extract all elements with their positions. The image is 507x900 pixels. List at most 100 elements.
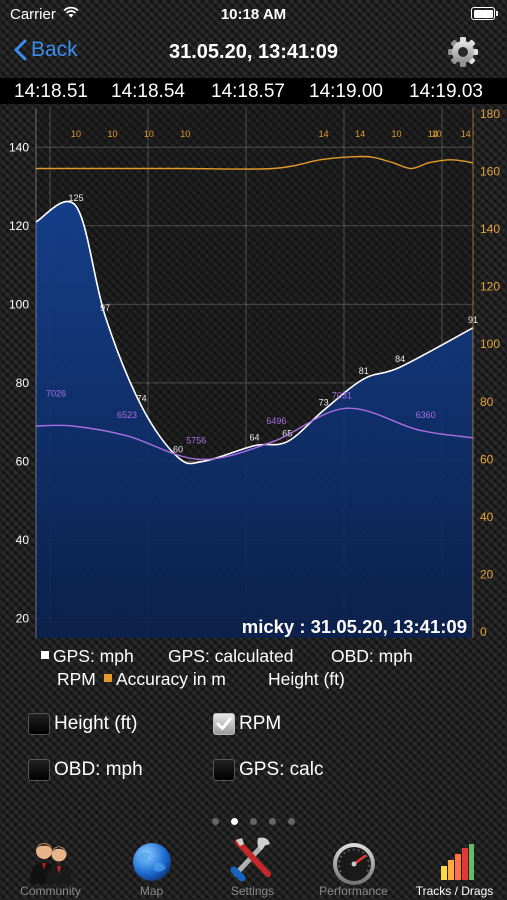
tab-settings[interactable]: Settings — [202, 832, 303, 900]
data-label: 5756 — [186, 436, 206, 446]
legend-entry-rpm: RPM — [57, 669, 96, 689]
rpm-toggle-label: RPM — [239, 713, 282, 734]
data-label: 6523 — [117, 410, 137, 420]
data-label: 64 — [249, 433, 259, 443]
legend-swatch — [104, 674, 112, 683]
right-axis-tick-label: 40 — [480, 510, 494, 524]
legend-entry-gps-calculated: GPS: calculated — [168, 646, 294, 666]
series-line-0 — [35, 200, 474, 465]
left-axis-tick-label: 40 — [16, 533, 30, 547]
left-axis-tick-label: 120 — [9, 219, 29, 233]
time-label: 14:18.51 — [14, 81, 88, 102]
gps-calc-toggle-label: GPS: calc — [239, 759, 324, 780]
right-axis-tick-label: 140 — [480, 222, 500, 236]
tab-tracks-drags[interactable]: Tracks / Drags — [404, 832, 505, 900]
tab-map[interactable]: Map — [101, 832, 202, 900]
gps-calc-checkbox[interactable] — [213, 759, 235, 781]
tab-label: Performance — [319, 884, 388, 898]
data-label: 14 — [319, 129, 329, 139]
data-label: 14 — [355, 129, 365, 139]
page-dot[interactable] — [212, 818, 219, 825]
data-label: 6360 — [416, 410, 436, 420]
tab-label: Map — [139, 884, 164, 898]
legend-entry-accuracy: Accuracy in m — [104, 669, 226, 690]
battery-icon — [471, 7, 498, 20]
tab-performance[interactable]: Performance — [303, 832, 404, 900]
status-time: 10:18 AM — [220, 6, 287, 23]
right-axis-tick-label: 120 — [480, 280, 500, 294]
data-label: 10 — [71, 129, 81, 139]
carrier-label: Carrier — [10, 6, 56, 23]
left-axis-tick-label: 60 — [16, 454, 30, 468]
series-area-gps-mph — [36, 201, 473, 639]
right-axis-tick-label: 180 — [480, 107, 500, 121]
page-dot[interactable] — [231, 818, 238, 825]
right-axis-tick-label: 20 — [480, 568, 494, 582]
data-label: 7026 — [46, 389, 66, 399]
series-line-1 — [35, 407, 474, 461]
data-label: 10 — [107, 129, 117, 139]
page-dot[interactable] — [269, 818, 276, 825]
data-label: 7031 — [332, 391, 352, 401]
back-button[interactable]: Back — [14, 38, 78, 62]
community-icon — [29, 843, 72, 884]
data-label: 10 — [432, 129, 442, 139]
legend-label: Accuracy in m — [116, 669, 226, 689]
right-axis-tick-label: 160 — [480, 164, 500, 178]
data-label: 10 — [392, 129, 402, 139]
wifi-icon — [63, 6, 79, 18]
gps-calc-toggle[interactable]: GPS: calc — [213, 759, 323, 781]
time-header: 14:18.51 14:18.54 14:18.57 14:19.00 14:1… — [0, 78, 507, 104]
rpm-checkbox[interactable] — [213, 713, 235, 735]
data-label: 73 — [319, 397, 329, 407]
status-bar: Carrier 10:18 AM — [0, 0, 507, 30]
gear-icon[interactable] — [447, 36, 479, 68]
data-label: 60 — [173, 444, 183, 454]
tab-label: Community — [20, 884, 81, 898]
data-label: 65 — [282, 429, 292, 439]
legend-label: GPS: mph — [53, 646, 134, 666]
series-line-2 — [36, 155, 474, 170]
legend-swatch — [41, 651, 49, 660]
right-axis-tick-label: 0 — [480, 625, 487, 639]
left-axis-tick-label: 100 — [9, 297, 29, 311]
obd-toggle[interactable]: OBD: mph — [28, 759, 143, 781]
right-axis-tick-label: 60 — [480, 452, 494, 466]
right-axis-tick-label: 80 — [480, 395, 494, 409]
speedometer-icon — [332, 843, 375, 885]
rpm-toggle[interactable]: RPM — [213, 713, 281, 735]
tab-label: Settings — [230, 884, 275, 898]
left-axis-tick-label: 140 — [9, 140, 29, 154]
tab-community[interactable]: Community — [0, 832, 101, 900]
navigation-bar: Back 31.05.20, 13:41:09 — [0, 30, 507, 76]
height-toggle-label: Height (ft) — [54, 713, 138, 734]
time-label: 14:18.54 — [111, 81, 185, 102]
data-label: 97 — [100, 303, 110, 313]
page-control[interactable] — [0, 812, 507, 830]
back-button-label: Back — [31, 38, 78, 61]
chart-watermark: micky : 31.05.20, 13:41:09 — [242, 616, 467, 637]
legend-entry-gps-mph: GPS: mph — [41, 646, 134, 667]
data-label: 10 — [180, 129, 190, 139]
data-label: 125 — [69, 193, 84, 203]
height-checkbox[interactable] — [28, 713, 50, 735]
data-label: 14 — [428, 129, 438, 139]
data-label: 84 — [395, 354, 405, 364]
chevron-left-icon — [14, 39, 27, 61]
page-title: 31.05.20, 13:41:09 — [168, 41, 339, 63]
time-label: 14:19.03 — [409, 81, 483, 102]
globe-icon — [132, 843, 171, 881]
tools-icon — [230, 837, 271, 882]
data-label: 81 — [359, 366, 369, 376]
tab-label: Tracks / Drags — [415, 884, 494, 898]
data-label: 74 — [137, 393, 147, 403]
time-label: 14:18.57 — [211, 81, 285, 102]
data-label: 14 — [461, 129, 471, 139]
height-toggle[interactable]: Height (ft) — [28, 713, 137, 735]
obd-checkbox[interactable] — [28, 759, 50, 781]
page-dot[interactable] — [250, 818, 257, 825]
page-dot[interactable] — [288, 818, 295, 825]
left-axis-tick-label: 80 — [16, 376, 30, 390]
left-axis-tick-label: 20 — [16, 611, 30, 625]
